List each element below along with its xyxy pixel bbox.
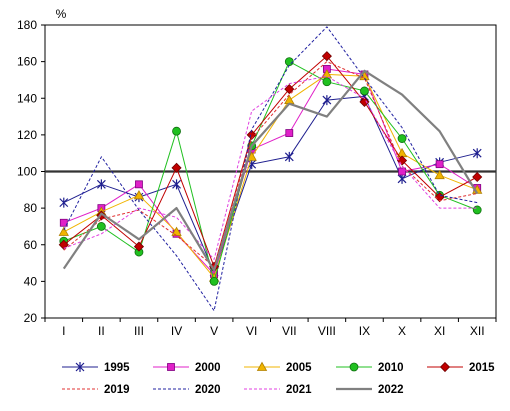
data-point-2015 [359,96,370,107]
x-tick-label: II [98,324,105,338]
legend-label-2005: 2005 [286,362,312,374]
data-point-2010 [209,276,219,286]
x-tick-label: X [398,324,406,338]
series-2022 [62,69,479,272]
series-line-2021 [63,75,478,260]
data-point-1995 [322,95,332,106]
series-2021 [63,75,478,260]
series-1995 [59,91,482,278]
y-tick-label: 60 [24,238,38,252]
legend-label-2021: 2021 [286,384,312,396]
x-tick-label: VI [246,324,257,338]
legend-marker-2010 [349,362,359,372]
series-line-2022 [62,69,479,272]
series-line-2019 [63,61,478,268]
data-point-1995 [96,179,106,190]
series-line-2010 [63,61,478,282]
legend-label-2010: 2010 [378,362,404,374]
legend-marker-1995 [75,362,85,372]
data-point-2000 [435,160,444,169]
data-point-2000 [59,218,68,227]
legend-item-2015: 2015 [427,361,495,374]
data-point-2015 [171,162,182,173]
data-point-2000 [398,167,406,176]
x-tick-label: IV [171,324,182,338]
data-point-2010 [172,126,181,136]
legend-item-2005: 2005 [244,361,312,374]
data-point-2015 [246,129,257,140]
y-tick-label: 140 [17,91,37,105]
data-point-2010 [284,57,294,67]
y-tick-label: 20 [24,311,38,325]
legend-item-2021: 2021 [244,384,312,396]
data-point-2005 [58,226,69,236]
legend-marker-2015 [439,361,451,373]
legend-marker-2005 [256,361,268,371]
data-point-2010 [472,205,482,215]
legend-item-1995: 1995 [62,362,130,374]
y-tick-label: 160 [17,55,37,69]
data-point-2015 [133,241,145,252]
y-unit-label: % [56,7,67,21]
x-tick-label: III [134,324,144,338]
x-tick-label: VII [282,324,297,338]
data-point-2005 [434,169,445,180]
x-tick-label: I [62,324,65,338]
legend-item-2019: 2019 [62,384,130,396]
y-tick-label: 120 [17,128,37,142]
series-2019 [63,61,478,268]
x-tick-label: IX [359,324,370,338]
data-point-1995 [472,148,482,159]
x-tick-label: V [210,324,218,338]
legend: 1995 2000 2005 2010 2015 2019 2020 2021 2022 [62,361,495,396]
legend-item-2020: 2020 [153,384,221,396]
data-point-2015 [321,51,332,62]
data-point-1995 [284,151,294,162]
legend-label-2015: 2015 [469,362,495,374]
data-point-2010 [96,222,106,231]
data-point-2005 [133,189,145,200]
y-tick-label: 40 [24,274,38,288]
x-tick-label: XII [470,324,485,338]
legend-marker-2000 [167,363,175,371]
series-line-2015 [63,55,478,268]
data-point-1995 [172,179,181,190]
legend-label-2022: 2022 [378,384,404,396]
legend-label-1995: 1995 [104,362,130,374]
legend-item-2010: 2010 [336,362,404,374]
series-2010 [59,57,482,286]
data-point-1995 [397,173,407,184]
data-point-1995 [59,197,69,208]
x-tick-label: XI [434,324,445,338]
series-line-1995 [63,95,478,273]
data-point-2000 [135,180,143,189]
y-tick-label: 180 [17,18,37,32]
legend-item-2000: 2000 [153,362,221,374]
data-point-2010 [322,77,332,87]
data-point-2000 [285,129,294,137]
y-tick-label: 100 [17,165,37,179]
series-line-2000 [63,68,478,275]
data-point-2010 [397,134,407,143]
y-tick-label: 80 [24,201,38,215]
legend-label-2019: 2019 [104,384,130,396]
legend-item-2022: 2022 [336,384,404,396]
data-point-2015 [472,171,483,183]
legend-label-2020: 2020 [195,384,221,396]
series-line-2005 [63,73,478,279]
data-point-2010 [360,86,369,96]
data-point-2015 [284,84,295,95]
x-tick-label: VIII [318,324,336,338]
legend-label-2000: 2000 [195,362,221,374]
